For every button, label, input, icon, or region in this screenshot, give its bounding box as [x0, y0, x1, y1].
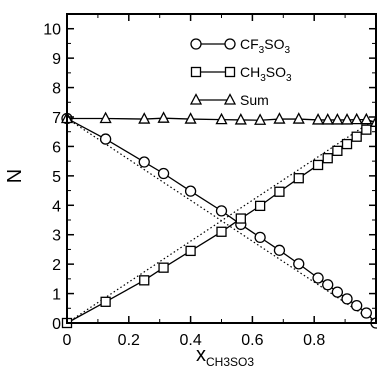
data-point-cf3so3: [273, 244, 286, 256]
y-tick-label: 10: [43, 22, 61, 39]
y-tick-label: 8: [52, 81, 61, 98]
y-tick-label: 7: [52, 110, 61, 127]
data-point-ch3so3: [293, 173, 304, 184]
y-tick-label: 9: [52, 51, 61, 68]
y-tick-label: 2: [52, 257, 61, 274]
y-tick-label: 6: [52, 139, 61, 156]
legend-label-ch3so3: CH3SO3: [240, 64, 292, 84]
legend-marker-cf3so3: [224, 38, 236, 50]
data-point-sum: [292, 112, 305, 124]
data-point-ch3so3: [100, 296, 111, 307]
y-tick-label: 5: [52, 169, 61, 186]
y-tick-label: 1: [52, 287, 61, 304]
data-point-ch3so3: [158, 262, 169, 273]
data-point-cf3so3: [293, 258, 305, 270]
data-point-cf3so3: [351, 299, 363, 312]
data-point-cf3so3: [99, 133, 112, 145]
data-point-ch3so3: [235, 213, 246, 224]
x-axis-title-subscript: CH3SO3: [206, 355, 254, 369]
plot-area: [60, 111, 377, 329]
data-point-ch3so3: [361, 124, 372, 135]
data-point-cf3so3: [138, 156, 150, 168]
x-tick-label: 0.4: [179, 332, 201, 349]
data-point-cf3so3: [157, 167, 170, 180]
data-point-ch3so3: [274, 186, 285, 197]
data-point-ch3so3: [341, 138, 353, 150]
data-point-sum: [234, 113, 247, 125]
data-point-ch3so3: [332, 145, 343, 156]
y-tick-label: 3: [52, 228, 61, 245]
data-point-sum: [215, 112, 228, 125]
data-point-ch3so3: [216, 226, 227, 237]
x-tick-label: 0.6: [241, 332, 263, 349]
data-point-sum: [254, 113, 267, 125]
x-tick-label: 0.8: [303, 332, 325, 349]
data-point-cf3so3: [331, 286, 344, 298]
data-point-sum: [138, 112, 151, 124]
x-tick-label: 0.2: [118, 332, 140, 349]
data-point-sum: [157, 111, 170, 123]
data-point-cf3so3: [184, 185, 197, 197]
data-point-sum: [331, 113, 344, 125]
data-point-sum: [311, 113, 325, 125]
legend-label-cf3so3: CF3SO3: [240, 36, 290, 56]
data-point-sum: [273, 112, 286, 124]
data-point-cf3so3: [254, 231, 266, 244]
legend-marker-ch3so3: [190, 66, 202, 78]
legend-marker-sum: [189, 93, 203, 105]
data-point-cf3so3: [312, 272, 324, 284]
data-point-ch3so3: [185, 245, 196, 257]
data-point-sum: [99, 111, 112, 124]
x-axis-title: xCH3SO3: [196, 344, 254, 369]
axes: 0 1 2 3 4 5 6 7 8 9 10 0 0.2 0.4 0.6 0.8: [43, 13, 377, 349]
y-axis-title: N: [4, 169, 26, 183]
y-tick-label: 4: [52, 198, 61, 215]
data-point-cf3so3: [215, 205, 228, 217]
data-point-ch3so3: [322, 153, 333, 164]
data-point-ch3so3: [254, 200, 266, 212]
data-point-cf3so3: [341, 293, 353, 305]
legend: CF3SO3 CH3SO3 Sum: [189, 36, 292, 108]
data-point-sum: [360, 112, 373, 125]
data-point-ch3so3: [139, 275, 150, 286]
x-tick-label: 0: [63, 332, 72, 349]
data-point-sum: [321, 113, 334, 125]
data-point-cf3so3: [322, 279, 334, 291]
legend-marker-sum: [223, 93, 237, 105]
data-point-sum: [184, 112, 197, 124]
plot-frame: [66, 13, 377, 324]
data-point-cf3so3: [360, 307, 372, 319]
data-point-ch3so3: [351, 131, 362, 142]
data-point-sum: [350, 112, 363, 125]
y-tick-label: 0: [52, 316, 61, 333]
legend-marker-cf3so3: [190, 38, 202, 50]
data-point-sum: [340, 113, 354, 125]
legend-label-sum: Sum: [240, 92, 269, 108]
legend-marker-ch3so3: [224, 66, 236, 78]
data-point-ch3so3: [312, 159, 324, 171]
